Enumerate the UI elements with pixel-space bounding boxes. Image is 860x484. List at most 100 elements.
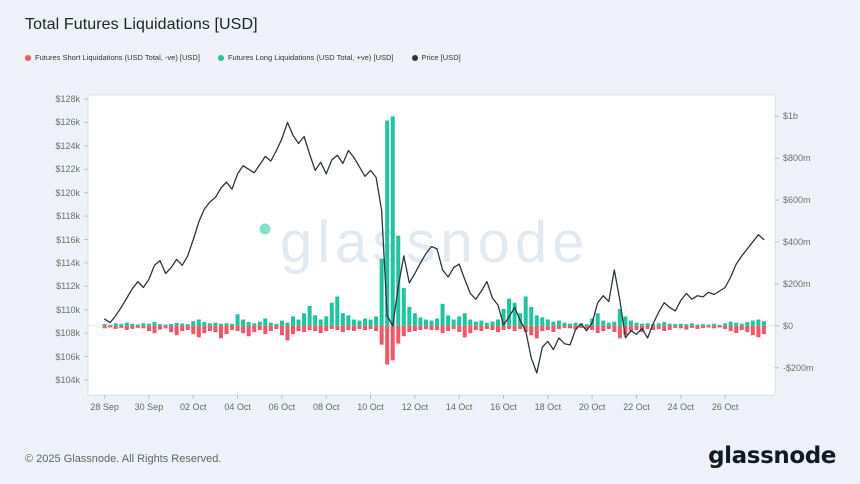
x-axis-label: 26 Oct (711, 402, 739, 412)
long-liquidation-bar (263, 318, 268, 326)
long-liquidation-bar (180, 323, 185, 326)
long-liquidation-bar (185, 324, 190, 326)
short-liquidation-bar (119, 325, 124, 328)
long-liquidation-bar (634, 322, 639, 326)
short-liquidation-bar (202, 325, 207, 334)
legend-item-futures-long-liquidations[interactable]: Futures Long Liquidations (USD Total, +v… (217, 53, 394, 62)
long-liquidation-bar (318, 319, 323, 326)
long-liquidation-bar (202, 322, 207, 326)
short-liquidation-bar (562, 325, 567, 328)
short-liquidation-bar (512, 325, 517, 332)
short-liquidation-bar (529, 325, 534, 336)
long-liquidation-bar (163, 324, 168, 326)
long-liquidation-bar (207, 323, 212, 326)
long-liquidation-bar (457, 316, 462, 326)
y-axis-label: $110k (56, 304, 80, 315)
long-liquidation-bar (568, 323, 573, 326)
x-axis-label: 14 Oct (445, 402, 473, 412)
long-liquidation-bar (119, 323, 124, 326)
x-axis-label: 04 Oct (224, 402, 251, 412)
long-liquidation-bar (379, 258, 384, 326)
long-liquidation-bar (324, 316, 329, 326)
short-liquidation-bar (745, 325, 750, 333)
long-liquidation-bar (218, 323, 223, 326)
short-liquidation-bar (695, 325, 700, 329)
long-liquidation-bar (556, 320, 561, 326)
long-liquidation-bar (623, 316, 628, 326)
y-axis-label: $200m (783, 278, 811, 289)
long-liquidation-bar (302, 313, 307, 326)
short-liquidation-bar (551, 325, 556, 333)
short-liquidation-bar (141, 325, 146, 329)
short-liquidation-bar (135, 325, 140, 328)
long-liquidation-bar (368, 319, 373, 326)
x-axis-label: 18 Oct (534, 402, 562, 412)
legend-price-label: Price [USD] (421, 53, 461, 62)
long-liquidation-bar (678, 323, 683, 326)
long-liquidation-bar (468, 319, 473, 326)
y-axis-label: $122k (55, 164, 80, 175)
glassnode-logo[interactable]: glassnode (708, 443, 836, 469)
y-axis-label: $104k (55, 375, 80, 385)
short-liquidation-bar (340, 325, 345, 333)
short-liquidation-bar (207, 325, 212, 332)
long-liquidation-bar (662, 322, 667, 326)
short-liquidation-bar (268, 325, 273, 332)
long-liquidation-bar (628, 320, 633, 326)
long-liquidation-bar (606, 322, 611, 326)
short-liquidation-bar (241, 325, 246, 334)
long-liquidation-bar (329, 302, 334, 326)
short-liquidation-bar (368, 325, 373, 329)
short-liquidation-bar (102, 325, 107, 329)
y-axis-label: $600m (783, 195, 811, 206)
long-liquidation-bar (501, 309, 506, 326)
short-liquidation-bar (634, 325, 639, 330)
long-liquidation-bar (268, 322, 273, 326)
long-liquidation-bar (152, 322, 157, 326)
y-axis-label: $108k (55, 328, 80, 339)
x-axis-label: 02 Oct (180, 402, 207, 412)
short-liquidation-bar (507, 325, 512, 329)
legend-price-dot-icon (411, 54, 418, 61)
long-liquidation-bar (728, 321, 733, 326)
short-liquidation-bar (224, 325, 229, 335)
short-liquidation-bar (246, 325, 251, 337)
short-liquidation-bar (313, 325, 318, 332)
short-liquidation-bar (628, 325, 633, 332)
legend-item-price[interactable]: Price [USD] (411, 53, 461, 62)
short-liquidation-bar (706, 325, 711, 328)
long-liquidation-bar (573, 322, 578, 326)
short-liquidation-bar (440, 325, 445, 334)
short-liquidation-bar (678, 325, 683, 329)
long-liquidation-bar (191, 321, 196, 326)
short-liquidation-bar (468, 325, 473, 334)
long-liquidation-bar (124, 322, 129, 326)
short-liquidation-bar (723, 325, 728, 329)
short-liquidation-bar (302, 325, 307, 333)
short-liquidation-bar (124, 325, 129, 330)
short-liquidation-bar (390, 325, 395, 361)
legend-long-label: Futures Long Liquidations (USD Total, +v… (227, 53, 394, 62)
short-liquidation-bar (318, 325, 323, 334)
short-liquidation-bar (617, 325, 622, 339)
long-liquidation-bar (645, 323, 650, 326)
legend-item-futures-short-liquidations[interactable]: Futures Short Liquidations (USD Total, -… (25, 53, 200, 62)
short-liquidation-bar (274, 325, 279, 329)
short-liquidation-bar (429, 325, 434, 330)
price-line (103, 121, 765, 374)
long-liquidation-bar (706, 324, 711, 326)
short-liquidation-bar (667, 325, 672, 330)
long-liquidation-bar (617, 309, 622, 326)
long-liquidation-bar (230, 323, 235, 326)
long-liquidation-bar (507, 298, 512, 326)
y-axis-label: $0 (783, 320, 794, 331)
short-liquidation-bar (684, 325, 689, 330)
long-liquidation-bar (562, 322, 567, 326)
short-liquidation-bar (385, 325, 390, 365)
short-liquidation-bar (451, 325, 456, 329)
long-liquidation-bar (584, 324, 589, 326)
long-liquidation-bar (700, 324, 705, 326)
short-liquidation-bar (518, 325, 523, 329)
